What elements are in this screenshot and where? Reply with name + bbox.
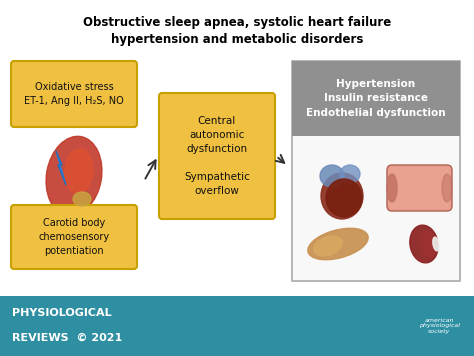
Ellipse shape — [410, 225, 438, 263]
FancyBboxPatch shape — [11, 205, 137, 269]
FancyBboxPatch shape — [11, 61, 137, 127]
Text: PHYSIOLOGICAL: PHYSIOLOGICAL — [12, 308, 111, 318]
Text: Oxidative stress
ET-1, Ang II, H₂S, NO: Oxidative stress ET-1, Ang II, H₂S, NO — [24, 82, 124, 106]
Bar — [292, 61, 460, 136]
Text: Carotid body
chemosensory
potentiation: Carotid body chemosensory potentiation — [38, 218, 109, 256]
FancyBboxPatch shape — [159, 93, 275, 219]
Polygon shape — [56, 151, 66, 185]
Ellipse shape — [340, 165, 360, 183]
Text: american
physiological
society: american physiological society — [419, 318, 460, 334]
Ellipse shape — [46, 136, 102, 216]
Text: Obstructive sleep apnea, systolic heart failure
hypertension and metabolic disor: Obstructive sleep apnea, systolic heart … — [83, 16, 391, 46]
Ellipse shape — [308, 228, 368, 260]
Ellipse shape — [433, 237, 439, 251]
Bar — [0, 296, 474, 356]
FancyBboxPatch shape — [387, 165, 452, 211]
Ellipse shape — [326, 179, 362, 217]
Text: Central
autonomic
dysfunction

Sympathetic
overflow: Central autonomic dysfunction Sympatheti… — [184, 116, 250, 196]
Ellipse shape — [320, 165, 344, 187]
Ellipse shape — [65, 148, 93, 193]
Text: REVIEWS  © 2021: REVIEWS © 2021 — [12, 333, 122, 343]
Bar — [292, 61, 460, 281]
Ellipse shape — [442, 174, 452, 202]
Ellipse shape — [420, 230, 436, 258]
Ellipse shape — [73, 192, 91, 206]
Text: Hypertension
Insulin resistance
Endothelial dysfunction: Hypertension Insulin resistance Endothel… — [306, 79, 446, 118]
Ellipse shape — [387, 174, 397, 202]
Ellipse shape — [314, 236, 342, 256]
Ellipse shape — [321, 173, 363, 219]
